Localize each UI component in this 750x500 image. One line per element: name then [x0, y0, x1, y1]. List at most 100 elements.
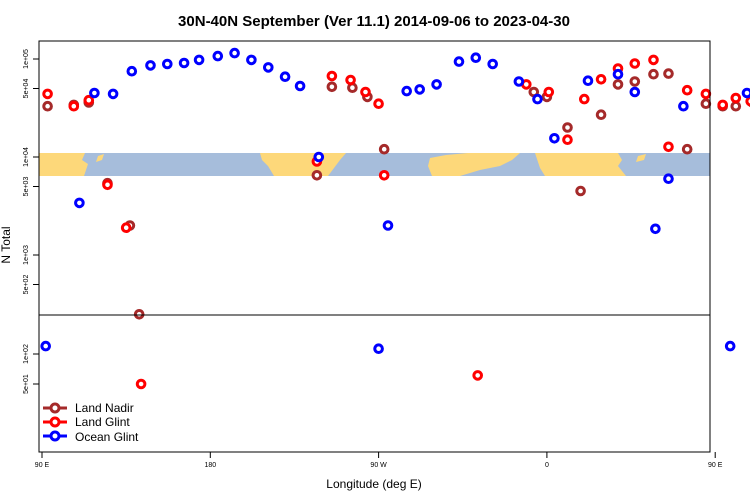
- legend-label-land-nadir: Land Nadir: [75, 401, 134, 415]
- point-ocean-glint: [212, 50, 224, 62]
- point-land-glint: [562, 134, 573, 145]
- point-land-nadir: [629, 76, 641, 87]
- point-land-glint: [543, 86, 555, 98]
- legend-item-land-nadir: Land Nadir: [43, 401, 134, 415]
- point-ocean-glint: [145, 60, 156, 71]
- point-ocean-glint: [229, 47, 240, 59]
- y-tick-label: 1e+05: [23, 49, 30, 69]
- point-land-glint: [102, 179, 113, 191]
- legend: Land Nadir Land Glint Ocean Glint: [43, 401, 139, 444]
- land-europe-africa: [428, 153, 520, 176]
- y-tick-label: 1e+04: [23, 147, 30, 167]
- point-ocean-glint: [178, 57, 190, 69]
- point-land-glint: [663, 141, 674, 153]
- y-axis-label: N Total: [0, 226, 13, 263]
- point-land-glint: [745, 96, 750, 107]
- point-land-nadir: [681, 143, 693, 155]
- point-ocean-glint: [612, 68, 624, 80]
- point-land-nadir: [663, 68, 674, 79]
- point-land-nadir: [311, 170, 323, 181]
- x-tick-label: 90 W: [370, 462, 387, 469]
- point-land-glint: [326, 70, 338, 82]
- point-land-glint: [681, 84, 693, 96]
- y-tick-label: 5e+02: [23, 275, 30, 295]
- point-ocean-glint: [373, 343, 384, 355]
- x-tick-label: 0: [545, 462, 549, 469]
- point-land-glint: [120, 222, 132, 233]
- land-japan: [96, 154, 104, 162]
- point-ocean-glint: [126, 65, 138, 77]
- point-land-glint: [345, 74, 356, 86]
- land-japan-east: [636, 154, 646, 162]
- x-tick-label: 90 E: [708, 462, 723, 469]
- point-ocean-glint: [453, 56, 465, 67]
- point-ocean-glint: [431, 79, 442, 90]
- legend-label-ocean-glint: Ocean Glint: [75, 430, 139, 444]
- point-land-nadir: [562, 122, 573, 133]
- point-ocean-glint: [401, 85, 413, 97]
- point-land-nadir: [730, 100, 742, 112]
- point-land-glint: [629, 58, 641, 69]
- point-ocean-glint: [162, 58, 173, 70]
- point-ocean-glint: [724, 340, 736, 352]
- point-ocean-glint: [193, 54, 205, 66]
- point-land-glint: [135, 378, 147, 390]
- point-land-nadir: [575, 185, 586, 197]
- point-land-glint: [68, 100, 80, 112]
- point-ocean-glint: [629, 86, 641, 98]
- y-axis-ticks: 1e+05 5e+04 1e+04 5e+03 1e+03 5e+02 1e+02 5e+01: [23, 49, 39, 394]
- point-ocean-glint: [678, 100, 689, 112]
- point-ocean-glint: [107, 88, 119, 100]
- point-ocean-glint: [532, 93, 543, 105]
- point-ocean-glint: [741, 87, 750, 99]
- legend-marker-ocean-glint: [49, 430, 61, 442]
- y-tick-label: 5e+01: [23, 374, 30, 394]
- chart-title: 30N-40N September (Ver 11.1) 2014-09-06 …: [178, 13, 570, 30]
- point-ocean-glint: [513, 76, 525, 87]
- point-ocean-glint: [279, 71, 291, 82]
- land-asia-east: [535, 153, 626, 176]
- point-land-nadir: [700, 98, 712, 109]
- point-ocean-glint: [40, 340, 52, 352]
- point-land-glint: [42, 88, 53, 100]
- point-land-glint: [730, 92, 742, 104]
- point-land-glint: [700, 88, 712, 100]
- point-land-glint: [360, 86, 371, 98]
- x-tick-label: 90 E: [35, 462, 50, 469]
- point-land-nadir: [612, 79, 624, 90]
- point-land-glint: [579, 93, 590, 105]
- lower-panel-frame: [38, 314, 711, 453]
- point-ocean-glint: [382, 220, 394, 231]
- point-ocean-glint: [313, 151, 325, 163]
- y-tick-label: 1e+03: [23, 245, 30, 265]
- point-ocean-glint: [650, 223, 661, 235]
- legend-item-land-glint: Land Glint: [43, 415, 130, 429]
- point-ocean-glint: [549, 133, 560, 144]
- x-axis-label: Longitude (deg E): [326, 477, 421, 491]
- point-ocean-glint: [663, 173, 674, 184]
- point-land-nadir: [42, 100, 53, 112]
- point-land-glint: [373, 98, 384, 109]
- point-land-glint: [595, 74, 607, 85]
- point-land-nadir: [378, 143, 390, 155]
- point-ocean-glint: [89, 87, 100, 99]
- point-ocean-glint: [294, 80, 306, 92]
- y-tick-label: 5e+03: [23, 177, 30, 197]
- data-points: [40, 47, 750, 390]
- point-ocean-glint: [263, 62, 274, 73]
- y-tick-label: 1e+02: [23, 344, 30, 364]
- legend-marker-land-nadir: [49, 402, 61, 414]
- point-land-nadir: [133, 309, 145, 320]
- land-asia-west: [39, 153, 88, 176]
- point-land-glint: [83, 94, 95, 106]
- legend-label-land-glint: Land Glint: [75, 415, 130, 429]
- legend-item-ocean-glint: Ocean Glint: [43, 430, 139, 444]
- land-masses: [39, 153, 646, 176]
- y-tick-label: 5e+04: [23, 79, 30, 99]
- point-land-glint: [378, 170, 390, 181]
- point-ocean-glint: [487, 58, 499, 70]
- point-land-glint: [648, 54, 659, 66]
- upper-panel-frame: [38, 40, 711, 316]
